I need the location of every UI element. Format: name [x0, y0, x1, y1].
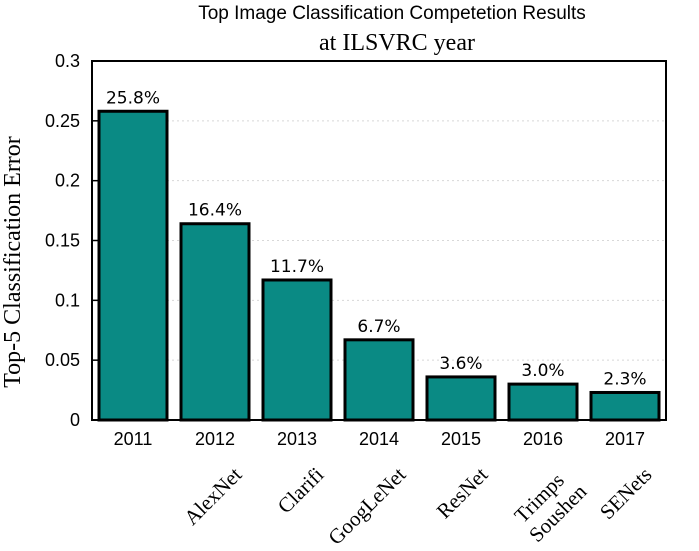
data-label: 25.8% — [106, 88, 160, 108]
model-label: GoogLeNet — [323, 462, 410, 549]
bar — [261, 278, 333, 422]
data-label: 3.0% — [521, 361, 564, 381]
y-tick-label: 0.2 — [55, 171, 80, 191]
x-tick-label: 2013 — [277, 429, 317, 449]
bar — [97, 109, 169, 422]
data-label: 16.4% — [188, 201, 242, 221]
model-label: SENets — [595, 462, 657, 524]
model-label: AlexNet — [179, 462, 246, 529]
x-axis-ticks: 2011 2012 2013 2014 2015 2016 2017 — [114, 429, 645, 449]
model-label-line: GoogLeNet — [323, 462, 410, 549]
x-tick-label: 2017 — [605, 429, 645, 449]
x-tick-label: 2011 — [114, 429, 153, 449]
bar — [589, 390, 661, 422]
bar — [507, 382, 579, 422]
model-label-line: ResNet — [432, 462, 493, 523]
y-tick-label: 0.25 — [45, 111, 80, 131]
model-label: Clarifi — [273, 462, 329, 518]
data-labels: 25.8% 16.4% 11.7% 6.7% 3.6% 3.0% 2.3% — [106, 88, 647, 389]
y-tick-label: 0.1 — [55, 290, 80, 310]
y-axis-ticks: 0 0.05 0.1 0.15 0.2 0.25 0.3 — [45, 51, 98, 430]
bars — [97, 109, 661, 422]
model-label-line: AlexNet — [179, 462, 246, 529]
data-label: 6.7% — [357, 317, 400, 337]
chart-subtitle: at ILSVRC year — [319, 30, 475, 56]
model-label: ResNet — [432, 462, 493, 523]
y-tick-label: 0 — [70, 410, 80, 430]
y-axis-label: Top-5 Classification Error — [0, 136, 26, 388]
data-label: 3.6% — [439, 354, 482, 374]
x-tick-label: 2015 — [441, 429, 481, 449]
x-tick-label: 2016 — [523, 429, 563, 449]
data-label: 11.7% — [270, 257, 324, 277]
x-tick-label: 2012 — [195, 429, 235, 449]
bar — [343, 338, 415, 422]
y-tick-label: 0.05 — [45, 350, 80, 370]
data-label: 2.3% — [603, 369, 646, 389]
bar — [179, 222, 251, 422]
y-tick-label: 0.3 — [55, 51, 80, 71]
model-label-line: SENets — [595, 462, 657, 524]
bar — [425, 375, 497, 422]
model-label-line: Clarifi — [273, 462, 329, 518]
x-tick-label: 2014 — [359, 429, 399, 449]
plot-frame — [91, 60, 667, 421]
chart-title: Top Image Classification Competetion Res… — [198, 3, 586, 24]
y-tick-label: 0.15 — [45, 231, 80, 251]
